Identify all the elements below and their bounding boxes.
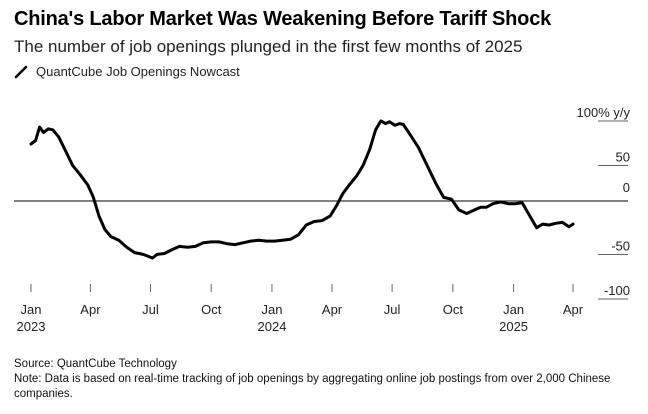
x-year-label: 2024 (258, 319, 287, 334)
x-tick-label: Apr (563, 302, 584, 317)
series-line (29, 119, 575, 260)
x-tick-label: Jan (261, 302, 282, 317)
y-tick-label: 0 (623, 180, 630, 195)
y-tick-label: -100 (604, 283, 630, 298)
y-tick-label: 100% y/y (577, 105, 631, 120)
footer: Source: QuantCube Technology Note: Data … (14, 357, 614, 402)
legend-label: QuantCube Job Openings Nowcast (36, 64, 240, 79)
legend: QuantCube Job Openings Nowcast (14, 64, 240, 79)
x-tick-label: Oct (443, 302, 464, 317)
x-year-label: 2025 (499, 319, 528, 334)
chart-subtitle: The number of job openings plunged in th… (14, 37, 523, 56)
y-tick-label: -50 (611, 239, 630, 254)
y-tick-label: 50 (616, 150, 630, 165)
x-year-label: 2023 (17, 319, 46, 334)
legend-line-icon (14, 65, 28, 78)
chart-title: China's Labor Market Was Weakening Befor… (14, 8, 552, 30)
x-tick-label: Oct (201, 302, 222, 317)
source-text: Source: QuantCube Technology (14, 358, 177, 370)
x-tick-label: Apr (322, 302, 343, 317)
x-tick-label: Jul (384, 302, 401, 317)
x-tick-label: Jul (142, 302, 159, 317)
x-tick-label: Apr (80, 302, 101, 317)
note-text: Note: Data is based on real-time trackin… (14, 373, 611, 400)
x-tick-label: Jan (21, 302, 42, 317)
x-tick-label: Jan (503, 302, 524, 317)
